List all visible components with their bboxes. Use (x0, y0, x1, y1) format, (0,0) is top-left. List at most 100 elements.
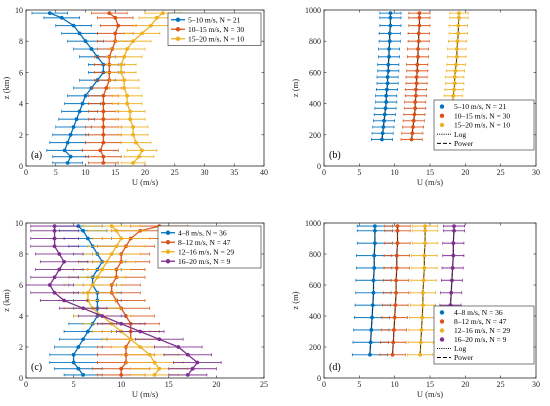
y-tick-label: 6 (19, 68, 23, 77)
data-point (395, 224, 400, 229)
data-point (101, 140, 106, 145)
data-point (422, 253, 427, 258)
legend-entry: 8–12 m/s, N = 47 (178, 238, 231, 247)
data-point (155, 15, 159, 20)
data-point (128, 109, 133, 114)
data-point (122, 54, 127, 59)
data-point (423, 241, 427, 246)
data-point (160, 11, 165, 16)
data-point (384, 93, 389, 98)
y-tick-label: 4 (19, 100, 23, 109)
data-point (392, 328, 396, 332)
legend-entry: 10–15 m/s, N = 30 (454, 111, 510, 120)
legend-entry: Power (454, 139, 474, 148)
data-point (101, 125, 106, 129)
data-point (453, 68, 458, 73)
data-point (409, 137, 414, 142)
data-point (394, 278, 398, 283)
data-point (382, 118, 386, 123)
x-tick-label: 30 (201, 168, 209, 177)
data-point (68, 132, 73, 137)
data-point (149, 23, 153, 28)
data-point (381, 125, 386, 129)
x-axis-label: U (m/s) (132, 177, 158, 187)
y-tick-label: 10 (15, 219, 23, 228)
data-point (413, 100, 418, 104)
x-tick-label: 20 (461, 168, 469, 177)
data-point (383, 106, 388, 111)
data-point (456, 23, 461, 28)
data-point (65, 140, 70, 145)
data-point (138, 345, 143, 349)
data-point (119, 366, 124, 371)
series-1 (351, 224, 393, 357)
data-point (77, 109, 82, 114)
data-point (394, 266, 399, 270)
data-point (101, 132, 106, 137)
data-point (119, 373, 124, 377)
data-point (47, 283, 52, 287)
data-point (59, 15, 64, 20)
data-point (384, 87, 389, 92)
data-point (113, 15, 118, 20)
data-point (415, 62, 420, 67)
data-point (388, 23, 393, 28)
series-1 (370, 11, 402, 142)
legend-marker (165, 230, 171, 235)
data-point (369, 328, 374, 332)
data-point (454, 62, 459, 67)
data-point (71, 360, 76, 365)
y-tick-label: 8 (19, 37, 23, 46)
data-point (119, 62, 124, 67)
x-tick-label: 15 (165, 380, 173, 389)
data-point (457, 15, 461, 20)
data-point (416, 54, 420, 59)
data-point (134, 140, 138, 145)
data-point (157, 337, 162, 342)
data-point (62, 298, 66, 303)
data-point (385, 75, 390, 79)
data-point (52, 290, 57, 295)
y-tick-label: 4 (19, 312, 23, 321)
data-point (81, 306, 86, 311)
data-point (370, 315, 374, 320)
data-point (52, 236, 57, 241)
plot-frame (25, 222, 265, 379)
legend-entry: 16–20 m/s, N = 9 (454, 335, 507, 344)
y-tick-label: 0 (317, 374, 321, 383)
data-point (418, 340, 423, 345)
data-point (52, 224, 57, 229)
y-tick-label: 2 (19, 343, 23, 352)
legend-marker (439, 104, 445, 109)
y-tick-label: 0 (19, 162, 23, 171)
y-axis-label: z (m) (290, 291, 300, 309)
legend-marker (439, 319, 445, 324)
data-point (393, 303, 398, 308)
data-point (388, 11, 393, 16)
data-point (100, 267, 105, 272)
data-point (372, 266, 377, 270)
data-point (388, 15, 393, 20)
y-tick-label: 800 (309, 37, 321, 46)
data-point (119, 321, 124, 326)
data-point (387, 31, 392, 36)
data-point (52, 228, 57, 233)
data-point (98, 148, 103, 153)
legend-marker (439, 310, 445, 315)
y-tick-label: 0 (19, 374, 23, 383)
legend-entry: 8–12 m/s, N = 47 (454, 317, 507, 326)
data-point (83, 93, 88, 98)
legend-entry: 12–16 m/s, N = 29 (454, 326, 510, 335)
data-point (176, 345, 181, 349)
data-point (125, 93, 130, 98)
data-point (109, 224, 114, 229)
data-point (76, 366, 81, 371)
data-point (114, 228, 119, 233)
data-point (90, 283, 95, 287)
data-point (105, 259, 109, 264)
data-point (62, 148, 67, 153)
panel-1: 0 5 10 15 20 25 30 35 40 0 2 4 6 8 10 U (m/s) z (km) (a) 5… (1, 6, 268, 187)
data-point (131, 160, 136, 165)
data-point (107, 11, 112, 16)
